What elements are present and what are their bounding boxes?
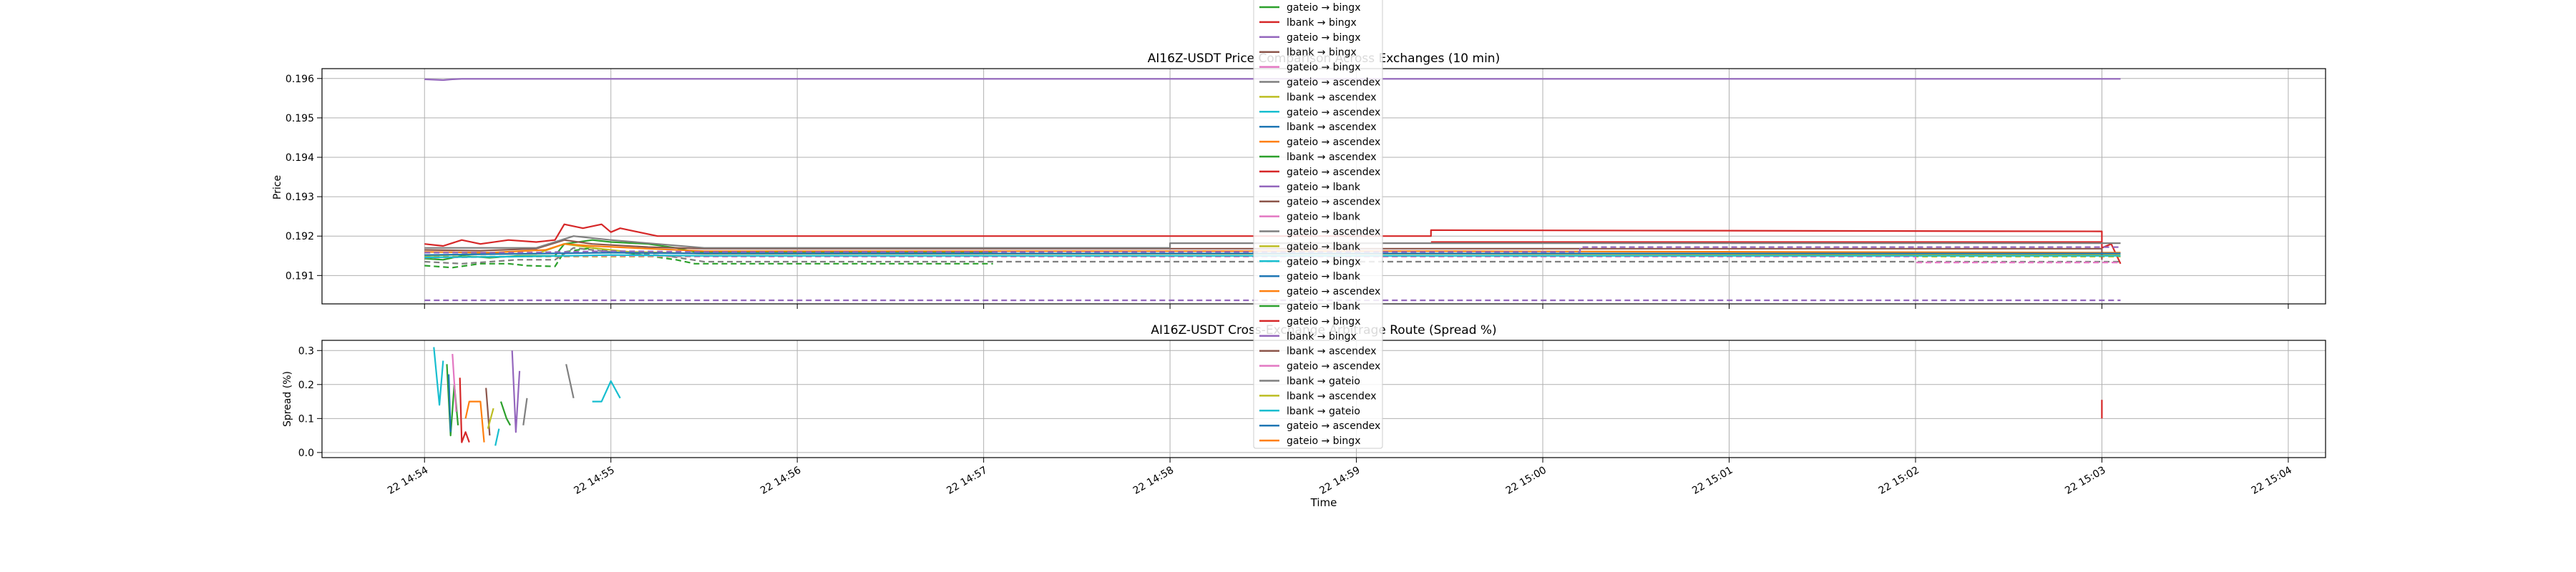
legend-label: gateio → bingx bbox=[1287, 62, 1360, 74]
legend-label: gateio → lbank bbox=[1287, 301, 1361, 312]
spread-series-line-9 bbox=[499, 401, 512, 426]
legend-label: lbank → ascendex bbox=[1287, 122, 1377, 133]
spread-y-axis: 0.0 0.1 0.2 0.3 bbox=[298, 345, 322, 459]
price-series-line-2 bbox=[424, 223, 2122, 265]
legend-label: lbank → bingx bbox=[1287, 331, 1357, 342]
spread-series-line-5 bbox=[464, 400, 485, 443]
spread-y-tick-label: 0.3 bbox=[298, 345, 314, 357]
legend-label: lbank → ascendex bbox=[1287, 346, 1377, 358]
legend-label: lbank → bingx bbox=[1287, 17, 1357, 29]
time-axis-label: Time bbox=[1310, 496, 1337, 509]
legend-label: gateio → lbank bbox=[1287, 241, 1361, 252]
spread-series-line-7 bbox=[487, 408, 494, 429]
spread-y-tick-label: 0.0 bbox=[298, 448, 314, 459]
legend: gateio → bingx lbank → bingx gateio → bing… bbox=[1253, 0, 1383, 449]
legend-label: gateio → bingx bbox=[1287, 316, 1360, 327]
price-series-line-10 bbox=[424, 235, 2121, 249]
price-series-line-13 bbox=[424, 252, 2121, 256]
spread-series-line-6 bbox=[485, 388, 491, 436]
price-y-axis: 0.191 0.192 0.193 0.194 0.195 0.196 bbox=[286, 74, 322, 282]
legend-label: gateio → lbank bbox=[1287, 182, 1361, 193]
price-y-tick-label: 0.195 bbox=[286, 113, 314, 124]
legend-label: gateio → bingx bbox=[1287, 256, 1360, 267]
price-series-line-15 bbox=[424, 246, 2121, 254]
spread-series-line-2 bbox=[452, 353, 457, 412]
legend-label: gateio → ascendex bbox=[1287, 420, 1380, 432]
legend-label: gateio → ascendex bbox=[1287, 361, 1380, 373]
legend-label: gateio → lbank bbox=[1287, 271, 1361, 282]
price-series-line-5 bbox=[424, 247, 993, 269]
price-series-line-9 bbox=[424, 239, 2103, 260]
legend-label: gateio → bingx bbox=[1287, 32, 1360, 44]
legend-label: lbank → ascendex bbox=[1287, 390, 1377, 402]
legend-label: lbank → ascendex bbox=[1287, 92, 1377, 103]
price-series-line-14 bbox=[424, 254, 2121, 259]
price-series-line-11 bbox=[424, 247, 2121, 265]
legend-label: gateio → ascendex bbox=[1287, 227, 1380, 238]
legend-label: gateio → ascendex bbox=[1287, 286, 1380, 297]
spread-series-line-10 bbox=[511, 350, 521, 433]
legend-label: gateio → bingx bbox=[1287, 2, 1360, 14]
price-series-line-0 bbox=[424, 78, 2121, 82]
legend-box bbox=[1253, 0, 1383, 449]
spread-series-line-12 bbox=[565, 364, 575, 399]
legend-label: gateio → lbank bbox=[1287, 212, 1361, 223]
legend-label: gateio → bingx bbox=[1287, 435, 1360, 447]
spread-series-group bbox=[433, 347, 2103, 446]
price-x-axis bbox=[424, 304, 2289, 309]
legend-label: gateio → ascendex bbox=[1287, 107, 1380, 118]
price-y-tick-label: 0.191 bbox=[286, 270, 314, 282]
price-y-tick-label: 0.193 bbox=[286, 192, 314, 203]
spread-series-line-4 bbox=[459, 378, 470, 443]
legend-label: gateio → ascendex bbox=[1287, 77, 1380, 89]
legend-label: gateio → ascendex bbox=[1287, 197, 1380, 208]
spread-series-line-3 bbox=[448, 374, 452, 433]
price-y-tick-label: 0.194 bbox=[286, 152, 314, 164]
spread-y-tick-label: 0.1 bbox=[298, 413, 314, 425]
spread-series-line-0 bbox=[433, 347, 444, 406]
legend-label: gateio → ascendex bbox=[1287, 137, 1380, 148]
legend-label: lbank → bingx bbox=[1287, 47, 1357, 59]
spread-series-line-11 bbox=[522, 398, 528, 425]
spread-series-line-8 bbox=[494, 428, 500, 446]
legend-label: lbank → gateio bbox=[1287, 376, 1360, 388]
spread-series-line-13 bbox=[592, 380, 621, 403]
legend-label: lbank → gateio bbox=[1287, 405, 1360, 417]
spread-y-tick-label: 0.2 bbox=[298, 380, 314, 391]
legend-label: gateio → ascendex bbox=[1287, 167, 1380, 178]
spread-y-axis-label: Spread (%) bbox=[282, 371, 293, 427]
price-y-tick-label: 0.192 bbox=[286, 231, 314, 242]
price-y-axis-label: Price bbox=[272, 175, 283, 199]
price-y-tick-label: 0.196 bbox=[286, 74, 314, 85]
legend-label: lbank → ascendex bbox=[1287, 152, 1377, 163]
